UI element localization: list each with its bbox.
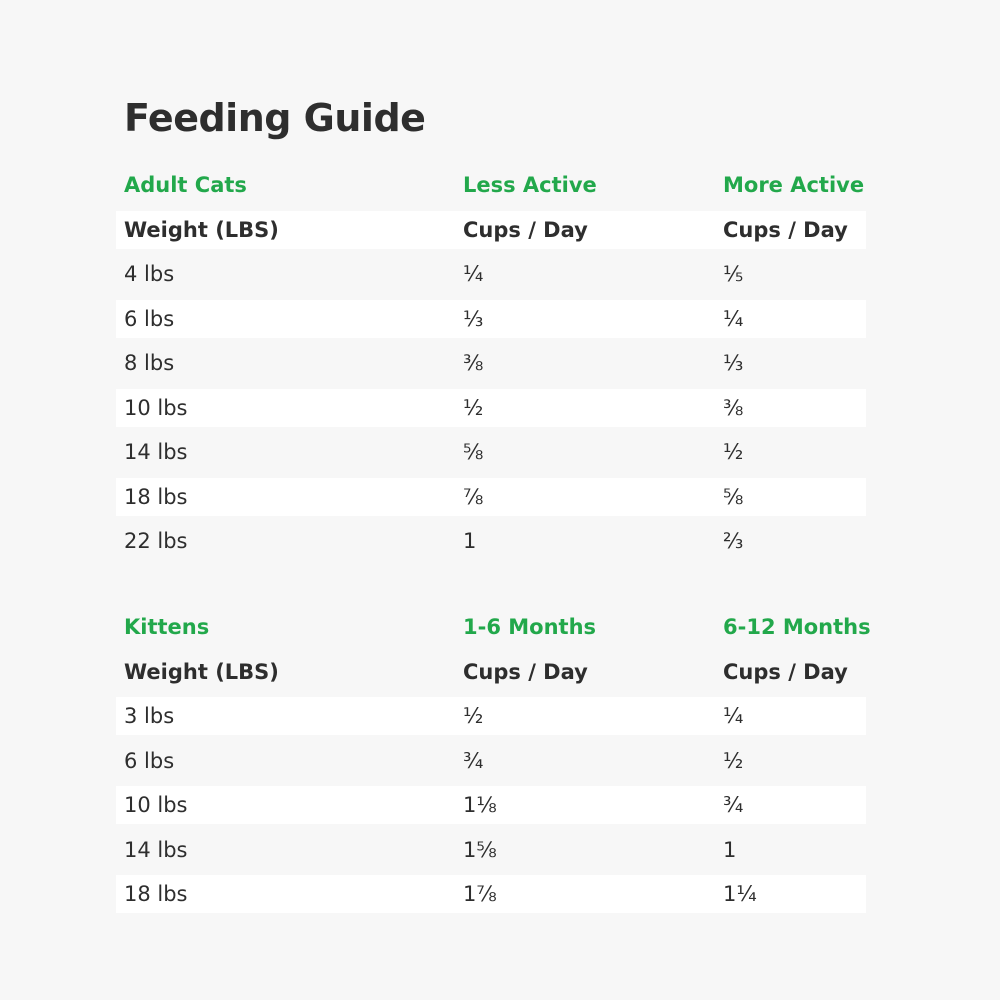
cups-cell: ¼ — [463, 262, 484, 286]
cups-cell: ⅓ — [723, 351, 744, 375]
group-header: 1-6 Months — [463, 615, 597, 639]
row-stripe — [116, 388, 866, 427]
cups-cell: ⅔ — [723, 529, 744, 553]
column-header: Cups / Day — [723, 659, 848, 684]
weight-cell: 4 lbs — [124, 262, 175, 286]
cups-cell: ¾ — [723, 793, 744, 817]
weight-cell: 14 lbs — [124, 837, 188, 862]
row-stripe — [116, 786, 866, 824]
column-header: Cups / Day — [463, 659, 588, 684]
row-stripe — [116, 875, 866, 913]
column-header: Cups / Day — [723, 217, 848, 242]
column-header: Cups / Day — [463, 217, 588, 242]
cups-cell: 1¼ — [723, 882, 757, 906]
cups-cell: 1⅝ — [463, 837, 497, 862]
weight-cell: 22 lbs — [124, 529, 188, 553]
cups-cell: ¼ — [723, 704, 744, 728]
weight-cell: 18 lbs — [124, 484, 188, 509]
group-header: 6-12 Months — [723, 615, 871, 639]
row-stripe — [116, 477, 866, 516]
weight-cell: 10 lbs — [124, 395, 188, 420]
weight-cell: 6 lbs — [124, 748, 175, 773]
cups-cell: ¼ — [723, 306, 744, 331]
group-header: Adult Cats — [124, 173, 247, 197]
cups-cell: ½ — [723, 748, 744, 773]
column-header: Weight (LBS) — [124, 659, 279, 684]
row-stripe — [116, 697, 866, 735]
cups-cell: ⅜ — [723, 395, 744, 420]
cups-cell: 1⅛ — [463, 793, 497, 817]
cups-cell: 1 — [463, 529, 477, 553]
row-stripe — [116, 299, 866, 338]
cups-cell: ⅕ — [723, 262, 744, 286]
row-stripe — [116, 210, 866, 249]
cups-cell: 1 — [723, 837, 737, 862]
weight-cell: 3 lbs — [124, 704, 175, 728]
weight-cell: 8 lbs — [124, 351, 175, 375]
weight-cell: 14 lbs — [124, 440, 188, 464]
cups-cell: ½ — [463, 395, 484, 420]
cups-cell: ⅞ — [463, 484, 484, 509]
cups-cell: ¾ — [463, 748, 484, 773]
group-header: Kittens — [124, 615, 210, 639]
cups-cell: ⅜ — [463, 351, 484, 375]
title: Feeding Guide — [124, 96, 426, 140]
cups-cell: ⅝ — [723, 484, 744, 509]
weight-cell: 18 lbs — [124, 882, 188, 906]
cups-cell: 1⅞ — [463, 882, 497, 906]
cups-cell: ½ — [723, 440, 744, 464]
cups-cell: ⅝ — [463, 440, 484, 464]
group-header: Less Active — [463, 173, 597, 197]
column-header: Weight (LBS) — [124, 217, 279, 242]
group-header: More Active — [723, 173, 865, 197]
cups-cell: ½ — [463, 704, 484, 728]
weight-cell: 10 lbs — [124, 793, 188, 817]
weight-cell: 6 lbs — [124, 306, 175, 331]
cups-cell: ⅓ — [463, 306, 484, 331]
